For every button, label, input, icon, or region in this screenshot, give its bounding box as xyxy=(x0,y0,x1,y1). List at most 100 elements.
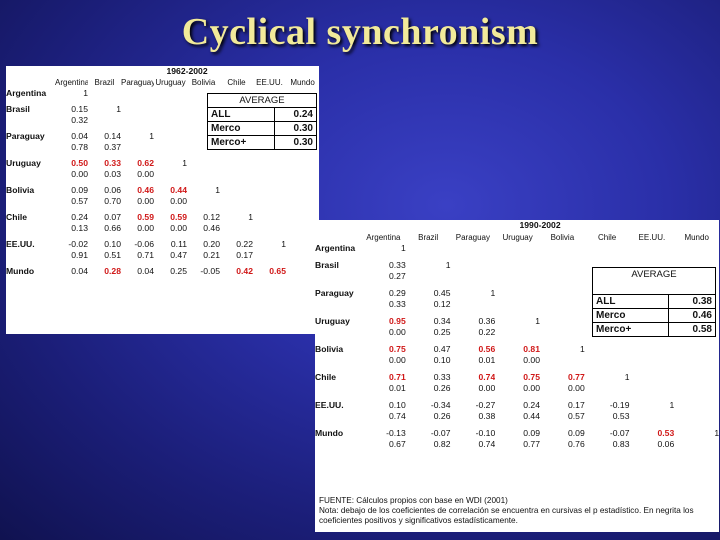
table-row: EE.UU. -0.02 0.10 -0.06 0.11 0.20 0.22 1 xyxy=(6,239,319,250)
empty-cell xyxy=(154,142,187,153)
correlation-cell: 0.42 xyxy=(236,266,253,276)
empty-cell xyxy=(286,185,319,196)
correlation-cell: 0.53 xyxy=(657,427,675,438)
pvalue-cell: 0.17 xyxy=(236,250,253,260)
table-row: Bolivia 0.75 0.47 0.56 0.81 1 xyxy=(315,344,719,356)
table-row: Chile 0.24 0.07 0.59 0.59 0.12 1 xyxy=(6,212,319,223)
pvalue-cell: 0.46 xyxy=(203,223,220,233)
correlation-cell: 0.33 xyxy=(433,371,451,382)
blank-cell xyxy=(315,299,361,311)
correlation-cell: 0.15 xyxy=(71,104,88,114)
pvalue-cell: 0.74 xyxy=(389,411,406,421)
correlation-matrix-1: 1962-2002 Argentina Brazil Paraguay Uruguay B… xyxy=(6,66,319,282)
correlation-cell: 0.34 xyxy=(433,315,451,326)
correlation-cell: -0.13 xyxy=(386,427,406,438)
column-header: Mundo xyxy=(684,232,709,242)
pvalue-cell: 0.01 xyxy=(478,355,496,365)
column-header: Brazil xyxy=(94,78,115,87)
correlation-cell: -0.10 xyxy=(475,427,496,438)
pvalue-cell: 0.71 xyxy=(137,250,154,260)
pvalue-cell: 0.21 xyxy=(203,250,220,260)
pvalue-row: 0.32 xyxy=(6,115,319,126)
table-row: Uruguay 0.50 0.33 0.62 1 xyxy=(6,158,319,169)
blank-cell xyxy=(6,223,55,234)
column-header: Chile xyxy=(598,232,617,242)
average-value: 0.30 xyxy=(274,135,317,150)
pvalue-row: 0.01 0.26 0.00 0.00 0.00 xyxy=(315,383,719,395)
empty-cell xyxy=(540,288,585,300)
table-row: Paraguay 0.29 0.45 1 xyxy=(315,288,719,300)
pvalue-cell: 0.25 xyxy=(433,327,451,337)
correlation-cell: 0.17 xyxy=(568,399,585,410)
empty-cell xyxy=(495,260,540,272)
column-header: Chile xyxy=(227,78,246,87)
empty-cell xyxy=(630,344,675,356)
correlation-cell: 1 xyxy=(281,239,286,249)
correlation-cell: 1 xyxy=(182,158,187,168)
empty-cell xyxy=(495,299,540,311)
table-row: Brasil 0.15 1 xyxy=(6,104,319,115)
row-label: Uruguay xyxy=(6,158,41,168)
blank-cell xyxy=(6,169,55,180)
pvalue-cell: 0.77 xyxy=(523,439,540,449)
pvalue-cell: 0.53 xyxy=(612,411,630,421)
empty-cell xyxy=(540,299,585,311)
correlation-cell: 0.09 xyxy=(71,185,88,195)
correlation-cell: 1 xyxy=(445,259,451,270)
spacer-cell xyxy=(315,451,719,456)
pvalue-cell: 0.00 xyxy=(478,383,496,393)
pvalue-cell: 0.12 xyxy=(433,299,451,309)
table-row: Mundo -0.13 -0.07 -0.10 0.09 0.09 -0.07 0.53 1 xyxy=(315,428,719,440)
average-label: ALL xyxy=(592,294,669,309)
correlation-cell: -0.19 xyxy=(609,399,630,410)
pvalue-cell: 0.76 xyxy=(568,439,585,449)
correlation-cell: 1 xyxy=(248,212,253,222)
footnote-source: FUENTE: Cálculos propios con base en WDI… xyxy=(319,496,508,505)
average-label: ALL xyxy=(206,107,276,122)
empty-cell xyxy=(495,288,540,300)
empty-cell xyxy=(451,243,496,255)
correlation-cell: 0.29 xyxy=(389,287,406,298)
pvalue-cell: 0.06 xyxy=(657,439,675,449)
column-header: Uruguay xyxy=(155,78,186,87)
row-label: Bolivia xyxy=(6,185,35,195)
correlation-cell: 0.33 xyxy=(389,259,406,270)
correlation-cell: 1 xyxy=(669,399,675,410)
correlation-cell: -0.34 xyxy=(430,399,451,410)
empty-cell xyxy=(674,411,719,423)
correlation-cell: -0.07 xyxy=(609,427,630,438)
correlation-cell: 0.07 xyxy=(104,212,121,222)
correlation-cell: 0.44 xyxy=(170,185,187,195)
average-value: 0.58 xyxy=(667,322,717,337)
average-box-2: AVERAGE ALL 0.38 Merco 0.46 Merco+ 0.58 xyxy=(592,267,717,337)
empty-cell xyxy=(88,115,121,126)
blank-cell xyxy=(315,271,361,283)
header-row: Argentina Brazil Paraguay Uruguay Bolivia Chi… xyxy=(6,77,319,88)
pvalue-cell: 0.00 xyxy=(389,327,406,337)
correlation-cell: 1 xyxy=(116,104,121,114)
correlation-cell: 0.24 xyxy=(523,399,540,410)
pvalue-cell: 0.00 xyxy=(389,355,406,365)
row-label: Argentina xyxy=(6,88,47,98)
empty-cell xyxy=(220,169,253,180)
correlation-cell: 0.62 xyxy=(137,158,154,168)
blank-cell xyxy=(315,383,361,395)
pvalue-row: 0.00 0.03 0.00 xyxy=(6,169,319,180)
correlation-cell: 0.33 xyxy=(104,158,121,168)
correlation-cell: 0.04 xyxy=(71,131,88,141)
pvalue-cell: 0.00 xyxy=(170,196,187,206)
correlation-cell: -0.02 xyxy=(68,239,88,249)
empty-cell xyxy=(451,271,496,283)
blank-cell xyxy=(6,77,55,88)
correlation-cell: 0.04 xyxy=(137,266,154,276)
table-row: Paraguay 0.04 0.14 1 xyxy=(6,131,319,142)
row-label: Uruguay xyxy=(315,315,350,326)
correlation-cell: 0.65 xyxy=(269,266,286,276)
empty-cell xyxy=(286,169,319,180)
pvalue-cell: 0.66 xyxy=(104,223,121,233)
pvalue-row: 0.78 0.37 xyxy=(6,142,319,153)
pvalue-row: 0.91 0.51 0.71 0.47 0.21 0.17 xyxy=(6,250,319,261)
empty-cell xyxy=(630,243,675,255)
correlation-cell: 0.09 xyxy=(523,427,540,438)
